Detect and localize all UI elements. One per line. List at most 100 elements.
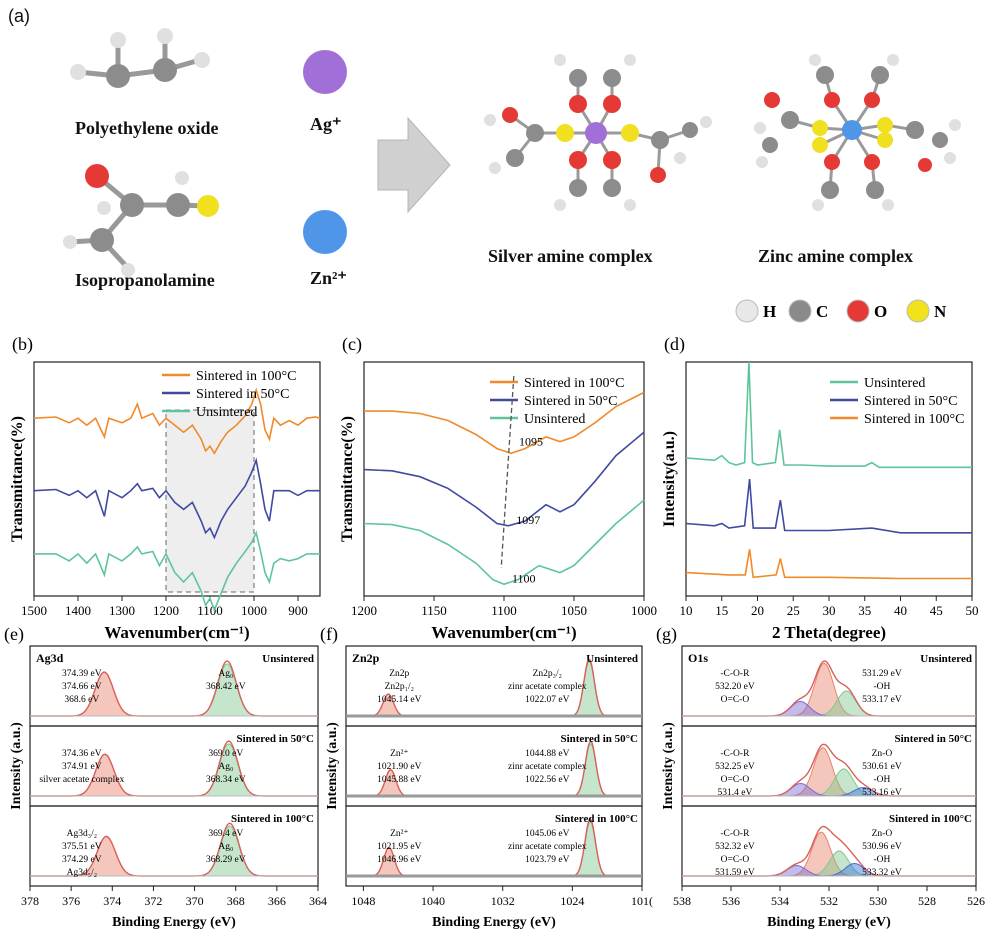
- x-tick-label: 1024: [560, 894, 584, 908]
- x-tick-label: 374: [103, 894, 121, 908]
- x-tick-label: 536: [722, 894, 740, 908]
- xps-peak-label: 1022.07 eV: [525, 695, 569, 705]
- xps-peak-label: 533.32 eV: [862, 868, 902, 878]
- atom-c: [120, 193, 144, 217]
- xps-peak-label: 1021.95 eV: [377, 842, 421, 852]
- peak-annotation: 1097: [516, 513, 540, 527]
- xps-peak-label: 375.51 eV: [62, 842, 102, 852]
- x-axis-label: Binding Energy (eV): [767, 915, 891, 930]
- xps-peak-label: 368.42 eV: [206, 682, 246, 692]
- xps-peak-label: -OH: [873, 775, 890, 785]
- xps-state-label: Sintered in 100°C: [555, 813, 638, 825]
- x-tick-label: 30: [823, 603, 836, 618]
- x-tick-label: 25: [787, 603, 800, 618]
- xps-peak-label: O=C-O: [721, 775, 750, 785]
- y-axis-label: Intensity (a.u.): [325, 722, 340, 810]
- atom-h: [175, 171, 189, 185]
- xps-peak-label: 1045.14 eV: [377, 695, 421, 705]
- panel-letter: (e): [4, 624, 24, 645]
- x-tick-label: 20: [751, 603, 764, 618]
- xps-peak-label: 531.59 eV: [715, 868, 755, 878]
- legend-atom-label: H: [763, 302, 776, 321]
- xps-peak-label: 1023.79 eV: [525, 855, 569, 865]
- zn-ion-sphere: [303, 210, 347, 254]
- legend-label: Sintered in 100°C: [524, 376, 624, 391]
- y-axis-label: Intensity (a.u.): [661, 722, 676, 810]
- xps-peak-label: 374.66 eV: [62, 682, 102, 692]
- xps-peak-label: 374.29 eV: [62, 855, 102, 865]
- x-axis-label: 2 Theta(degree): [772, 623, 886, 642]
- y-axis-label: Intensity (a.u.): [9, 722, 24, 810]
- silver-amine-complex-label: Silver amine complex: [488, 246, 653, 266]
- x-tick-label: 364: [309, 894, 327, 908]
- xps-peak-label: Ag3d₃/₂: [67, 829, 97, 839]
- legend-label: Unsintered: [864, 376, 925, 391]
- xps-peak-label: -C-O-R: [720, 669, 750, 679]
- chart-panel-b: (b) 1500 1400 1300 1200 1100 1000 900 Wavenumber…: [9, 334, 321, 642]
- xps-peak-label: 1022.56 eV: [525, 775, 569, 785]
- xps-peak-label: 368.29 eV: [206, 855, 246, 865]
- legend-label: Sintered in 100°C: [196, 369, 296, 384]
- xps-title: Zn2p: [352, 651, 380, 665]
- peak-annotation: 1100: [512, 571, 536, 585]
- xps-peak-label: 368.6 eV: [64, 695, 99, 705]
- x-tick-label: 1048: [351, 894, 375, 908]
- series-line: [33, 457, 320, 540]
- atom-c: [166, 193, 190, 217]
- xps-peak-label: -C-O-R: [720, 749, 750, 759]
- series-line: [33, 387, 321, 455]
- xps-panel-g: (g) Unsintered O1s -C-O-R 532.20 eV O=C-O 531.…: [656, 624, 985, 930]
- x-tick-label: 1040: [421, 894, 445, 908]
- atom-c: [90, 228, 114, 252]
- atom-n: [197, 195, 219, 217]
- atom-h: [121, 263, 135, 277]
- panel-letter: (f): [320, 624, 338, 645]
- ipa-molecule: [63, 164, 219, 277]
- panel-letter: (c): [342, 334, 362, 355]
- atom-h: [97, 201, 111, 215]
- xps-subplot-frame: [29, 805, 319, 887]
- x-tick-label: 376: [62, 894, 80, 908]
- y-axis-label: Transmittance(%): [9, 416, 26, 542]
- legend-atom-o-icon: [846, 299, 870, 323]
- xps-state-label: Unsintered: [920, 653, 972, 665]
- xps-peak-label: Zn²⁺: [390, 749, 408, 759]
- xps-peak-label: 1021.90 eV: [377, 762, 421, 772]
- reaction-arrow-icon: [377, 116, 451, 214]
- legend-atom-label: C: [816, 302, 828, 321]
- x-tick-label: 1032: [491, 894, 515, 908]
- panel-a-letter: (a): [8, 6, 30, 26]
- xps-peak-label: O=C-O: [721, 695, 750, 705]
- x-tick-label: 50: [966, 603, 979, 618]
- chart-panel-d: (d) 10 15 20 25 30 35 40 45 50 2 Theta(degree) Inte…: [661, 334, 979, 642]
- xps-peak-label: 368.34 eV: [206, 775, 246, 785]
- legend-atom-label: N: [934, 302, 947, 321]
- legend-label: Sintered in 100°C: [864, 412, 964, 427]
- xps-state-label: Sintered in 100°C: [231, 813, 314, 825]
- xps-component-peak: [783, 747, 863, 797]
- atom-h: [110, 32, 126, 48]
- xps-peak-label: -C-O-R: [720, 829, 750, 839]
- ag-ion-sphere: [303, 50, 347, 94]
- x-tick-label: 532: [820, 894, 838, 908]
- xps-peak-label: 533.17 eV: [862, 695, 902, 705]
- y-axis-label: Transmittance(%): [339, 416, 356, 542]
- xps-title: Ag3d: [36, 651, 64, 665]
- silver-complex-molecule: [484, 54, 712, 211]
- x-tick-label: 1100: [197, 603, 223, 618]
- xps-state-label: Sintered in 50°C: [236, 733, 314, 745]
- series-line: [363, 499, 645, 586]
- xps-peak-label: 532.32 eV: [715, 842, 755, 852]
- plot-frame: [33, 361, 321, 597]
- atom-h: [157, 28, 173, 44]
- series-line: [685, 549, 972, 580]
- xps-peak-label: 1045.06 eV: [525, 829, 569, 839]
- atom-c: [106, 64, 130, 88]
- zn-ion-label: Zn²⁺: [310, 268, 347, 288]
- atom-o: [85, 164, 109, 188]
- panel-letter: (g): [656, 624, 677, 645]
- xps-title: O1s: [688, 651, 708, 665]
- highlight-region: [165, 409, 255, 593]
- atom-c: [153, 58, 177, 82]
